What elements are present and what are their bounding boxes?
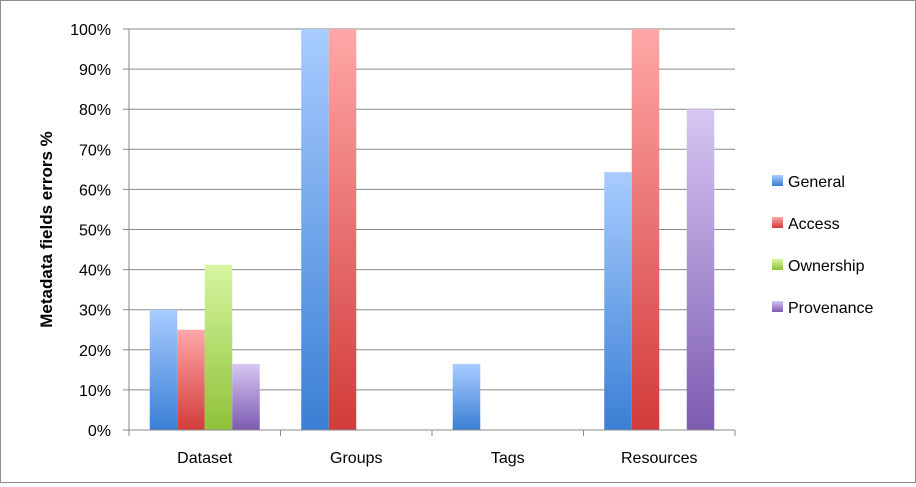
bar-provenance-resources — [686, 109, 715, 430]
bar-access-dataset — [177, 329, 205, 430]
y-tick-label: 90% — [79, 62, 111, 79]
bar-access-groups — [328, 29, 357, 430]
x-axis-labels: Dataset Groups Tags Resources — [177, 450, 697, 467]
legend-label: General — [788, 174, 845, 191]
legend-swatch — [772, 259, 783, 270]
legend-swatch — [772, 175, 783, 186]
bar-general-dataset — [149, 309, 178, 430]
y-axis-ticks: 0% 10% 20% 30% 40% 50% 60% 70% 80% 90% 100% — [70, 22, 111, 440]
y-axis-title: Metadata fields errors % — [37, 131, 56, 328]
legend-swatch — [772, 217, 783, 228]
y-tick-label: 70% — [79, 142, 111, 159]
x-category-label: Tags — [491, 450, 525, 467]
x-category-label: Groups — [330, 450, 382, 467]
y-tick-label: 50% — [79, 223, 111, 240]
bar-ownership-dataset — [204, 264, 233, 430]
x-category-label: Dataset — [177, 450, 233, 467]
axes — [123, 28, 736, 436]
bar-provenance-dataset — [232, 363, 260, 430]
y-tick-label: 20% — [79, 343, 111, 360]
legend-swatch — [772, 301, 783, 312]
bars — [149, 29, 715, 431]
bar-general-resources — [604, 172, 632, 431]
bar-general-groups — [301, 29, 329, 430]
legend-label: Ownership — [788, 258, 865, 275]
legend-label: Access — [788, 216, 840, 233]
y-tick-label: 80% — [79, 102, 111, 119]
y-tick-label: 60% — [79, 182, 111, 199]
y-tick-label: 0% — [88, 423, 111, 440]
x-category-label: Resources — [621, 450, 697, 467]
y-tick-label: 10% — [79, 383, 111, 400]
legend-label: Provenance — [788, 300, 873, 317]
bar-access-resources — [631, 29, 660, 430]
y-tick-label: 30% — [79, 303, 111, 320]
y-tick-label: 40% — [79, 263, 111, 280]
y-tick-label: 100% — [70, 22, 111, 39]
legend: General Access Ownership Provenance — [772, 174, 873, 317]
bar-general-tags — [452, 363, 481, 430]
